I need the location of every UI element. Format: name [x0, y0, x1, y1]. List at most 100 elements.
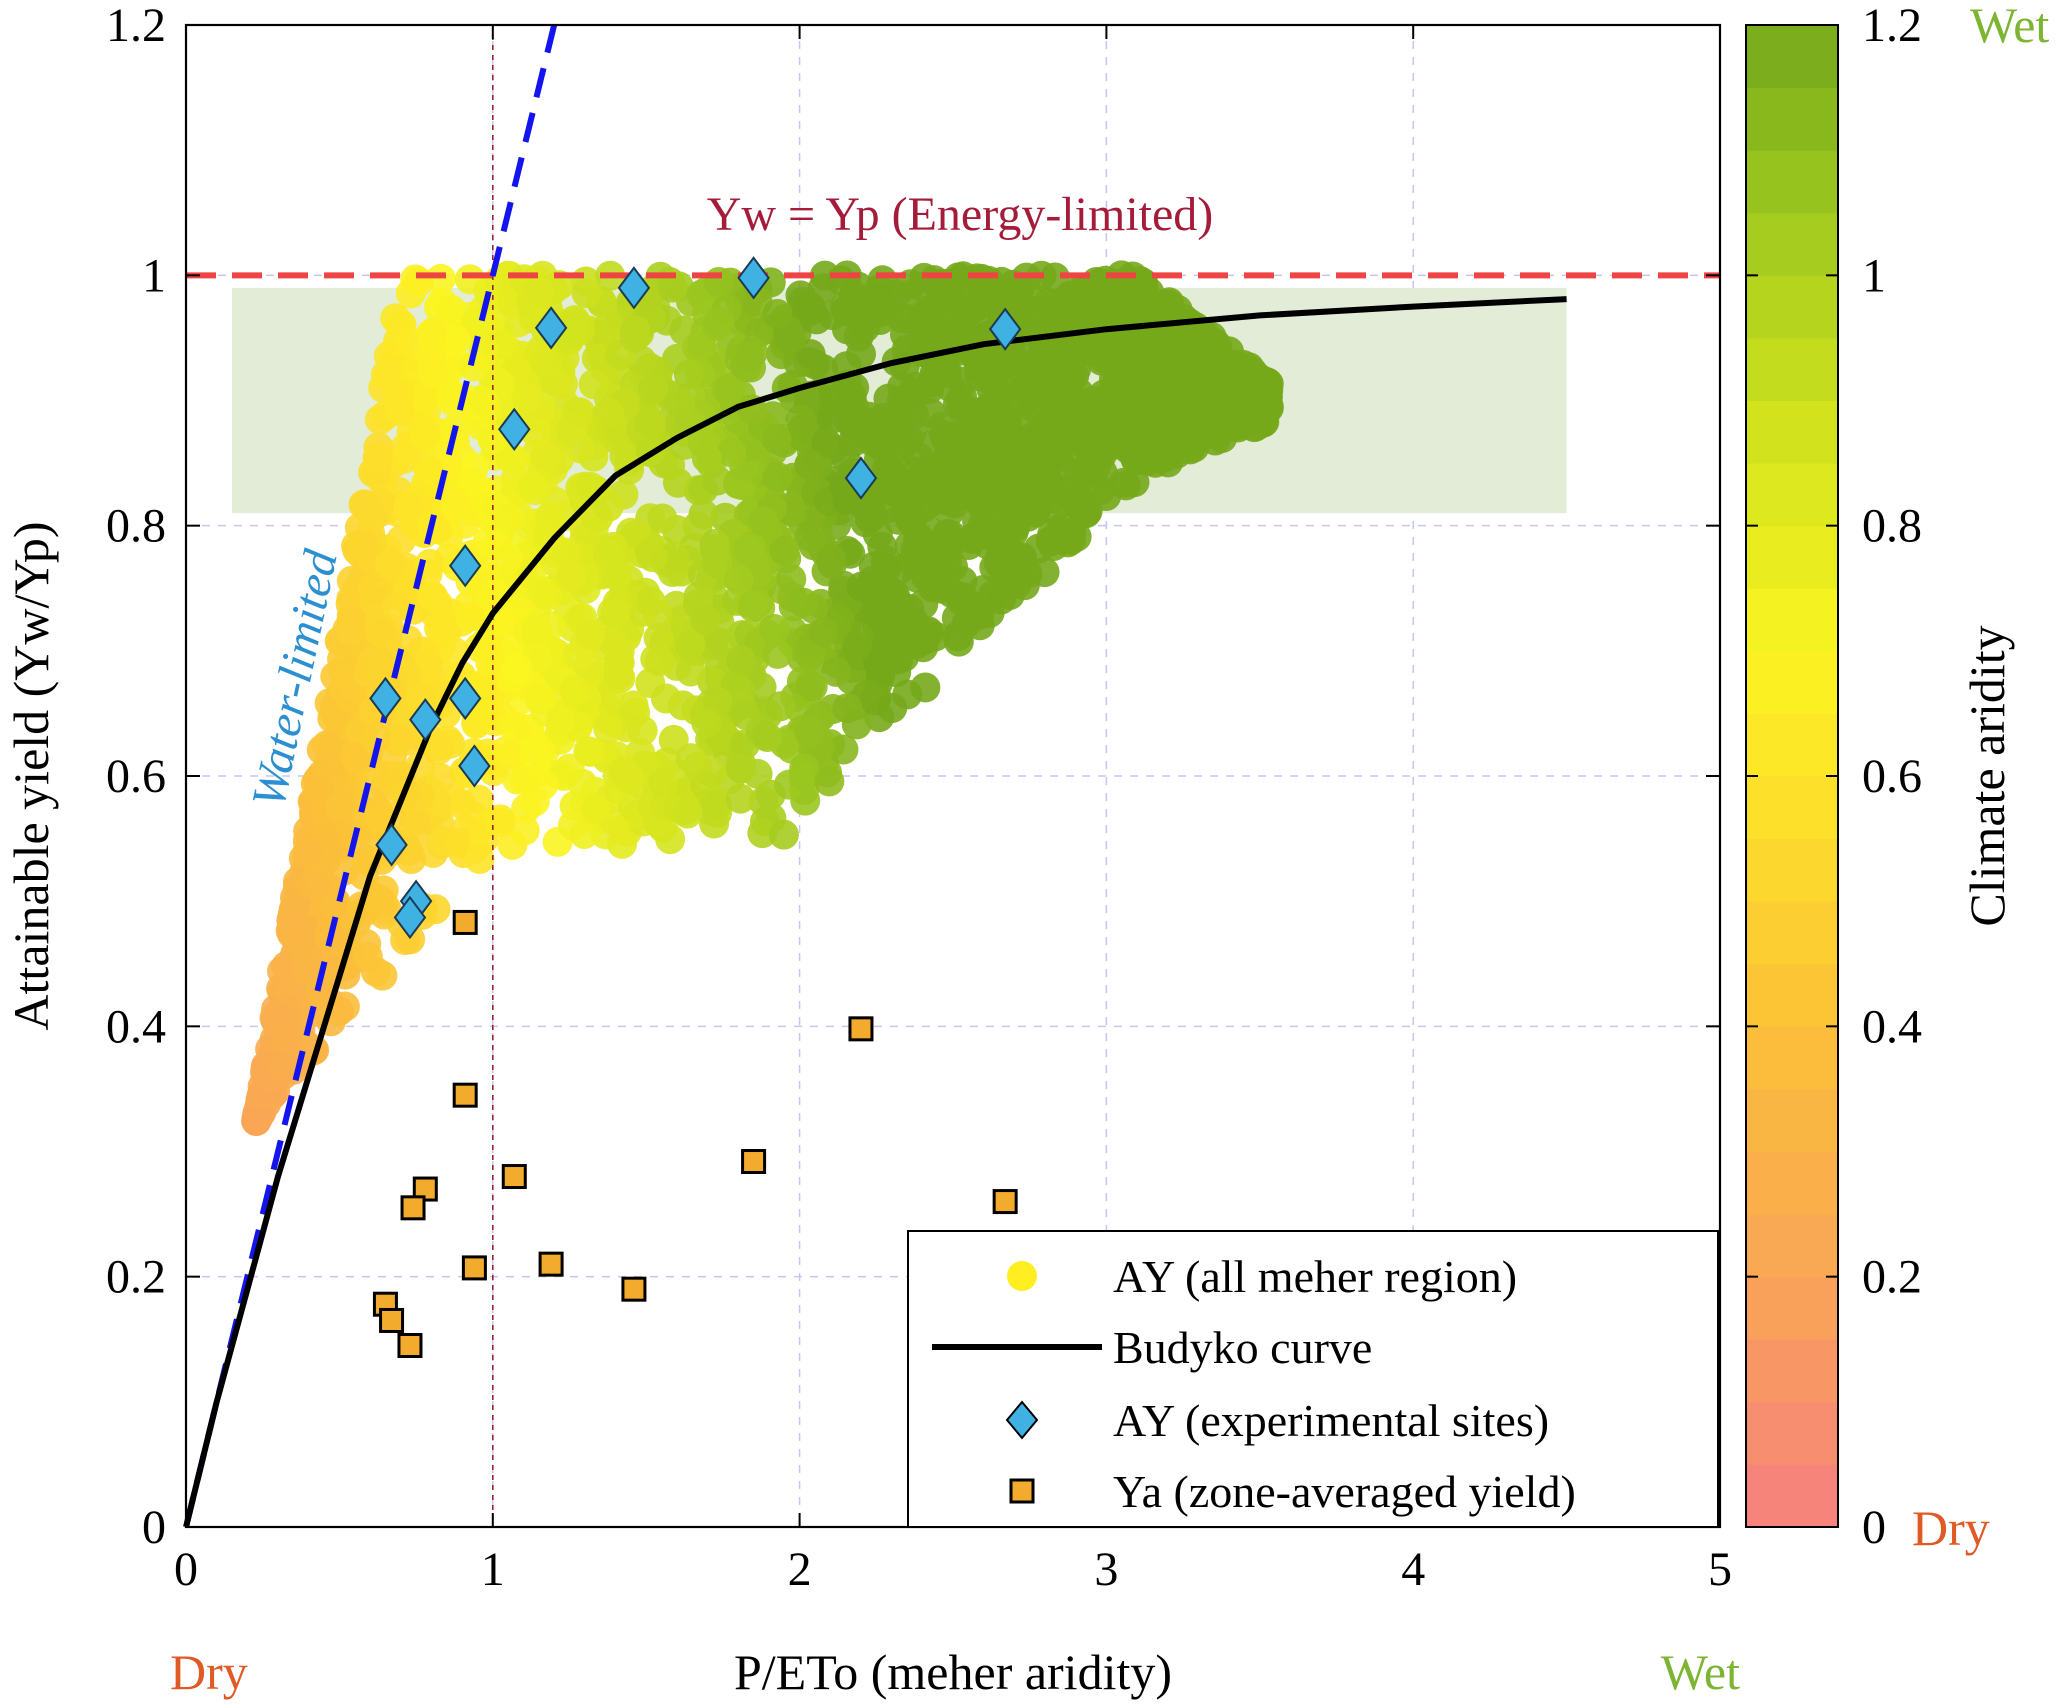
ay-cloud-point — [788, 587, 819, 618]
ay-cloud-point — [1055, 525, 1086, 556]
ay-cloud-point — [643, 622, 674, 653]
colorbar-band — [1746, 1214, 1838, 1278]
ay-cloud-point — [794, 717, 825, 748]
colorbar-band — [1746, 838, 1838, 902]
ay-cloud-point — [958, 441, 989, 472]
colorbar-band — [1746, 1339, 1838, 1403]
ay-cloud-point — [759, 613, 790, 644]
ay-cloud-point — [444, 827, 475, 858]
colorbar-band — [1746, 87, 1838, 151]
ay-cloud-point — [828, 734, 859, 765]
ay-cloud-point — [592, 539, 623, 570]
ay-cloud-point — [490, 736, 521, 767]
ay-cloud-point — [864, 641, 895, 672]
ay-cloud-point — [962, 520, 993, 551]
ay-cloud-point — [357, 574, 388, 605]
ay-cloud-point — [340, 742, 371, 773]
ay-cloud-point — [747, 818, 778, 849]
y-tick-label: 0.4 — [106, 1000, 166, 1053]
ay-cloud-point — [521, 613, 552, 644]
x-tick-label: 1 — [481, 1543, 505, 1596]
ay-cloud-point — [794, 290, 825, 321]
ay-cloud-point — [841, 709, 872, 740]
experimental-site-diamond — [737, 256, 770, 300]
ay-cloud-point — [880, 434, 911, 465]
ay-cloud-point — [1155, 433, 1186, 464]
colorbar-band — [1746, 1088, 1838, 1152]
experimental-site-diamond — [375, 823, 408, 867]
ay-cloud-point — [699, 534, 730, 565]
ay-cloud-point — [335, 616, 366, 647]
experimental-site-diamond — [393, 895, 427, 940]
ay-cloud-point — [768, 819, 799, 850]
zone-averaged-markers — [372, 909, 1018, 1359]
ay-cloud-point — [464, 844, 495, 875]
ay-cloud-point — [509, 815, 540, 846]
ay-cloud-point — [901, 628, 932, 659]
colorbar-tick-label: 0.2 — [1862, 1251, 1922, 1304]
y-tick-label: 0.2 — [106, 1251, 166, 1304]
ay-cloud-point — [1222, 381, 1253, 412]
ay-cloud-point — [1110, 470, 1141, 501]
ay-cloud-point — [375, 548, 406, 579]
ay-cloud-point — [578, 369, 609, 400]
colorbar-band — [1746, 1276, 1838, 1340]
experimental-site-diamond — [458, 744, 491, 788]
colorbar-tick-label: 0.8 — [1862, 500, 1922, 553]
ay-cloud-point — [634, 408, 665, 439]
colorbar-tick-label: 1 — [1862, 249, 1886, 302]
ay-cloud-point — [469, 386, 500, 417]
colorbar-band — [1746, 463, 1838, 527]
zone-averaged-square — [400, 1195, 426, 1221]
ay-cloud-point — [1065, 486, 1096, 517]
ay-cloud-point — [919, 293, 950, 324]
ay-cloud-point — [362, 442, 393, 473]
ay-cloud-point — [691, 707, 722, 738]
ay-cloud-point — [712, 374, 743, 405]
ay-cloud-point — [503, 712, 534, 743]
ay-cloud-point — [306, 976, 337, 1007]
x-tick-label: 0 — [174, 1543, 198, 1596]
ay-cloud-point — [511, 382, 542, 413]
ay-cloud-point — [884, 589, 915, 620]
ay-cloud-point — [878, 476, 909, 507]
ay-cloud-point — [748, 786, 779, 817]
colorbar-band — [1746, 650, 1838, 714]
ay-cloud-point — [413, 455, 444, 486]
ay-cloud-point — [276, 905, 307, 936]
ay-cloud-point — [363, 884, 394, 915]
ay-cloud-point — [627, 715, 658, 746]
ay-cloud-point — [762, 638, 793, 669]
ay-cloud-point — [977, 580, 1008, 611]
ay-cloud-point — [826, 265, 857, 296]
ay-cloud-point — [821, 656, 852, 687]
ay-cloud-point — [836, 381, 867, 412]
colorbar-label: Climate aridity — [1959, 625, 2015, 926]
ay-cloud-point — [908, 589, 939, 620]
zone-averaged-square — [538, 1251, 564, 1277]
ay-cloud-point — [1117, 388, 1148, 419]
ay-cloud-point — [673, 359, 704, 390]
ay-cloud-point — [292, 835, 323, 866]
ay-cloud-point — [1020, 497, 1051, 528]
zone-averaged-square — [452, 909, 478, 935]
ay-cloud-point — [794, 450, 825, 481]
ay-cloud-point — [761, 424, 792, 455]
ay-cloud-point — [455, 601, 486, 632]
colorbar-band — [1746, 901, 1838, 965]
colorbar-tick-label: 0 — [1862, 1501, 1886, 1554]
ay-cloud-point — [1002, 387, 1033, 418]
ay-cloud-point — [1063, 457, 1094, 488]
experimental-site-diamond — [617, 266, 651, 310]
colorbar-bands — [1746, 25, 1838, 1528]
ay-cloud-point — [380, 303, 411, 334]
legend-label-budyko: Budyko curve — [1113, 1322, 1372, 1373]
ay-cloud-point — [816, 544, 847, 575]
ay-cloud-point — [880, 279, 911, 310]
ay-cloud-point — [1213, 407, 1244, 438]
ay-cloud-point — [557, 412, 588, 443]
ay-cloud-point — [384, 378, 415, 409]
ay-cloud-point — [848, 293, 879, 324]
ay-cloud-point — [410, 383, 441, 414]
colorbar-band — [1746, 275, 1838, 339]
